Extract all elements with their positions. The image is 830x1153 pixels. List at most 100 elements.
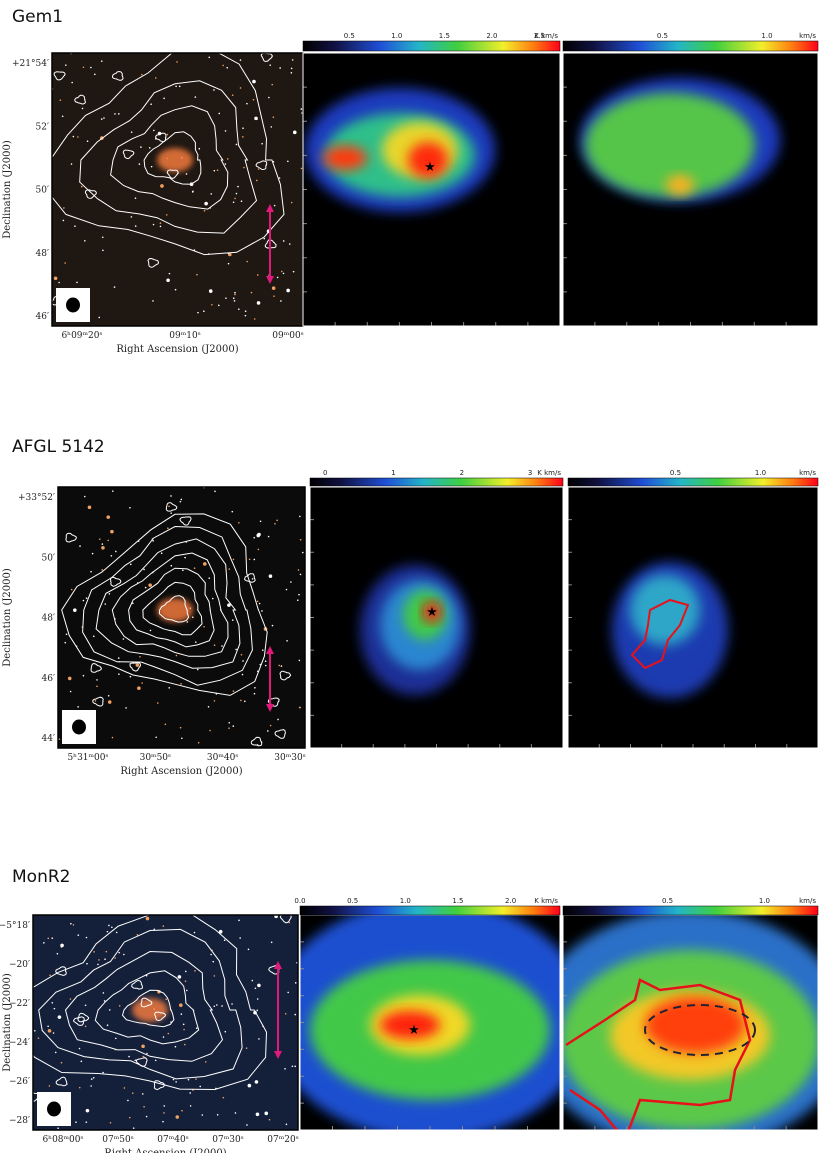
- star: [248, 558, 251, 561]
- star: [130, 216, 133, 218]
- star: [231, 94, 234, 97]
- star: [177, 975, 182, 979]
- star: [239, 937, 241, 939]
- star: [104, 958, 106, 960]
- star: [274, 915, 278, 919]
- star: [227, 262, 230, 265]
- star: [86, 140, 89, 143]
- dec-axis-label: Declination (J2000): [2, 973, 13, 1072]
- star: [168, 272, 171, 275]
- star: [85, 1108, 90, 1113]
- colorbar-tick-label: 3: [528, 469, 532, 477]
- star: [290, 201, 293, 204]
- star: [279, 67, 281, 69]
- image-panel: [563, 53, 818, 326]
- star: [170, 495, 172, 497]
- star: [53, 276, 58, 281]
- star: [231, 510, 234, 513]
- row-title: Gem1: [12, 7, 63, 27]
- star: [108, 1009, 111, 1011]
- star: [211, 303, 213, 306]
- star: [179, 500, 182, 503]
- star: [193, 931, 196, 934]
- star: [115, 550, 117, 553]
- star: [148, 583, 152, 587]
- star: [267, 535, 270, 538]
- star: [238, 919, 240, 922]
- star: [232, 558, 235, 561]
- star: [85, 597, 88, 599]
- star: [85, 936, 88, 939]
- star: [163, 1112, 165, 1114]
- outflow-contour: [630, 598, 690, 670]
- ra-axis-label: Right Ascension (J2000): [120, 766, 242, 777]
- star: [107, 694, 110, 697]
- star: [232, 297, 235, 300]
- dec-tick-label: 46′: [36, 312, 50, 322]
- dec-tick-label: −28′: [9, 1116, 30, 1126]
- star: [269, 724, 272, 727]
- star: [278, 177, 281, 179]
- star: [253, 558, 256, 561]
- star: [217, 304, 220, 307]
- star: [194, 96, 197, 98]
- ra-axis-label: Right Ascension (J2000): [116, 344, 238, 355]
- star: [92, 635, 95, 638]
- star: [287, 160, 289, 163]
- star: [223, 939, 226, 942]
- star: [284, 1067, 286, 1070]
- star: [199, 1085, 202, 1088]
- contour: [84, 189, 97, 199]
- star: [175, 654, 178, 657]
- star: [268, 96, 270, 99]
- star: [130, 563, 132, 566]
- star: [239, 87, 242, 89]
- star: [298, 593, 300, 596]
- star: [296, 599, 299, 602]
- contour: [179, 516, 192, 526]
- star: [182, 1023, 185, 1026]
- star: [64, 262, 66, 264]
- star: [105, 950, 108, 953]
- star: [286, 288, 290, 293]
- star: [67, 676, 72, 681]
- star: [150, 165, 153, 168]
- contour: [72, 1016, 86, 1026]
- star: [164, 723, 167, 726]
- star: [162, 925, 165, 927]
- star: [128, 1055, 130, 1058]
- emission: [630, 575, 700, 645]
- contour: [79, 80, 258, 234]
- star: [299, 538, 302, 541]
- star: [232, 690, 235, 692]
- star: [261, 610, 263, 612]
- star: [245, 1047, 248, 1049]
- star: [90, 66, 92, 69]
- star: [244, 700, 246, 703]
- ra-tick-label: 5ʰ31ᵐ00ˢ: [67, 753, 108, 763]
- star: [92, 1077, 95, 1079]
- star: [226, 158, 229, 160]
- star: [294, 1013, 297, 1016]
- dec-tick-label: +33°52′: [18, 493, 55, 503]
- colorbar-unit: K km/s: [537, 469, 561, 477]
- beam: [66, 297, 80, 313]
- star: [210, 953, 212, 956]
- star: [294, 982, 297, 984]
- star: [131, 1092, 134, 1094]
- star: [180, 683, 182, 685]
- star: [180, 498, 183, 501]
- panel-frame: [309, 486, 564, 749]
- contour: [94, 970, 200, 1045]
- star: [123, 1087, 126, 1089]
- star: [273, 204, 276, 207]
- star: [108, 924, 110, 927]
- star: [225, 297, 227, 299]
- star: [208, 289, 213, 293]
- star: [244, 314, 247, 317]
- colorbar-tick-label: 0.5: [657, 32, 668, 40]
- star: [64, 641, 67, 644]
- star: [100, 118, 103, 120]
- star: [256, 179, 258, 182]
